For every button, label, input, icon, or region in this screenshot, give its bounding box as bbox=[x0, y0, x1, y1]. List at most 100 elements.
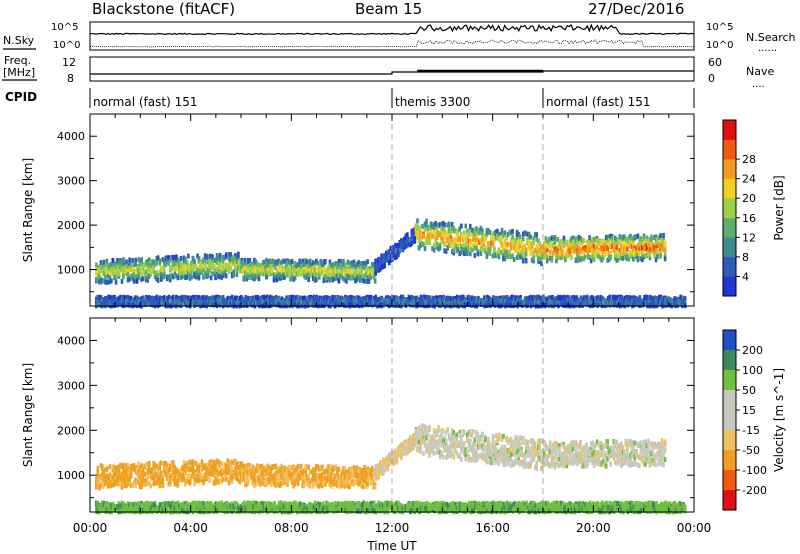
radar-cell bbox=[110, 278, 113, 284]
radar-cell bbox=[579, 240, 582, 246]
radar-cell bbox=[406, 232, 409, 238]
radar-cell bbox=[137, 296, 140, 302]
radar-cell bbox=[104, 279, 107, 285]
radar-cell bbox=[188, 479, 192, 485]
radar-cell bbox=[452, 228, 455, 234]
radar-cell bbox=[617, 256, 620, 262]
radar-cell bbox=[446, 237, 449, 243]
radar-cell bbox=[583, 254, 587, 260]
radar-cell bbox=[524, 258, 528, 264]
radar-cell bbox=[509, 237, 513, 243]
radar-cell bbox=[250, 261, 253, 267]
radar-cell bbox=[143, 298, 146, 304]
radar-cell bbox=[214, 298, 217, 304]
radar-cell bbox=[367, 278, 371, 284]
radar-cell bbox=[223, 271, 226, 277]
radar-cell bbox=[105, 298, 109, 304]
radar-cell bbox=[440, 226, 443, 232]
radar-cell bbox=[410, 240, 414, 246]
radar-cell bbox=[184, 256, 187, 262]
radar-cell bbox=[160, 299, 163, 305]
radar-cell bbox=[417, 238, 421, 244]
radar-cell bbox=[265, 294, 269, 300]
radar-cell bbox=[514, 237, 517, 243]
radar-cell bbox=[129, 295, 133, 301]
radar-cell bbox=[96, 268, 100, 274]
radar-cell bbox=[126, 481, 130, 487]
radar-cell bbox=[466, 232, 469, 238]
radar-cell bbox=[609, 255, 612, 260]
radar-cell bbox=[633, 245, 637, 251]
radar-cell bbox=[472, 243, 475, 249]
radar-cell bbox=[623, 249, 626, 255]
radar-cell bbox=[161, 267, 165, 273]
radar-cell bbox=[529, 250, 532, 256]
radar-cell bbox=[206, 298, 210, 304]
radar-cell bbox=[113, 294, 116, 300]
radar-cell bbox=[475, 231, 478, 237]
radar-cell bbox=[117, 271, 121, 277]
radar-cell bbox=[535, 243, 538, 249]
radar-cell bbox=[176, 482, 180, 488]
radar-cell bbox=[270, 302, 273, 308]
radar-cell bbox=[227, 252, 231, 257]
radar-cell bbox=[597, 249, 600, 255]
radar-cell bbox=[144, 276, 148, 281]
radar-cell bbox=[270, 297, 273, 303]
radar-cell bbox=[555, 252, 558, 258]
radar-cell bbox=[558, 241, 561, 247]
radar-cell bbox=[265, 258, 268, 263]
nsky-trace bbox=[90, 23, 695, 36]
radar-cell bbox=[441, 220, 445, 226]
radar-cell bbox=[223, 263, 226, 269]
radar-cell bbox=[443, 242, 446, 247]
radar-cell bbox=[378, 266, 382, 272]
radar-cell bbox=[639, 239, 643, 245]
radar-cell bbox=[632, 238, 635, 243]
radar-cell bbox=[463, 235, 466, 241]
radar-cell bbox=[117, 470, 121, 476]
radar-cell bbox=[654, 257, 658, 263]
radar-cell bbox=[446, 230, 449, 236]
radar-cell bbox=[202, 263, 205, 269]
radar-cell bbox=[633, 248, 637, 254]
radar-cell bbox=[456, 233, 460, 239]
radar-cell bbox=[146, 267, 149, 273]
nsky-tick-lo: 10^0 bbox=[53, 40, 80, 51]
radar-cell bbox=[380, 264, 383, 270]
radar-cell bbox=[111, 270, 115, 276]
radar-cell bbox=[595, 250, 599, 256]
radar-cell bbox=[337, 278, 341, 284]
cpid-segment-label: normal (fast) 151 bbox=[546, 95, 650, 109]
radar-cell bbox=[259, 270, 262, 276]
radar-cell bbox=[472, 227, 475, 233]
radar-cell bbox=[267, 297, 270, 302]
radar-cell bbox=[230, 294, 234, 300]
radar-cell bbox=[660, 238, 664, 244]
radar-cell bbox=[555, 246, 558, 252]
radar-cell bbox=[342, 261, 345, 267]
radar-cell bbox=[147, 295, 151, 301]
radar-cell bbox=[274, 295, 278, 301]
radar-cell bbox=[274, 272, 277, 278]
radar-cell bbox=[598, 255, 602, 261]
radar-cell bbox=[450, 222, 454, 227]
y-tick-label: 2000 bbox=[57, 219, 85, 232]
radar-cell bbox=[638, 295, 642, 301]
radar-cell bbox=[662, 232, 665, 238]
radar-cell bbox=[493, 237, 496, 242]
radar-cell bbox=[253, 257, 256, 263]
radar-cell bbox=[316, 266, 320, 272]
cpid-segment-label: themis 3300 bbox=[395, 95, 470, 109]
radar-cells bbox=[95, 218, 687, 309]
radar-cell bbox=[215, 266, 219, 272]
radar-cell bbox=[160, 272, 163, 278]
radar-cell bbox=[313, 262, 317, 267]
radar-cell bbox=[176, 302, 180, 308]
radar-cell bbox=[96, 276, 100, 282]
radar-cell bbox=[235, 268, 239, 274]
radar-cell bbox=[630, 251, 634, 257]
radar-cell bbox=[617, 253, 620, 259]
radar-cell bbox=[331, 271, 335, 277]
radar-cell bbox=[614, 252, 617, 258]
